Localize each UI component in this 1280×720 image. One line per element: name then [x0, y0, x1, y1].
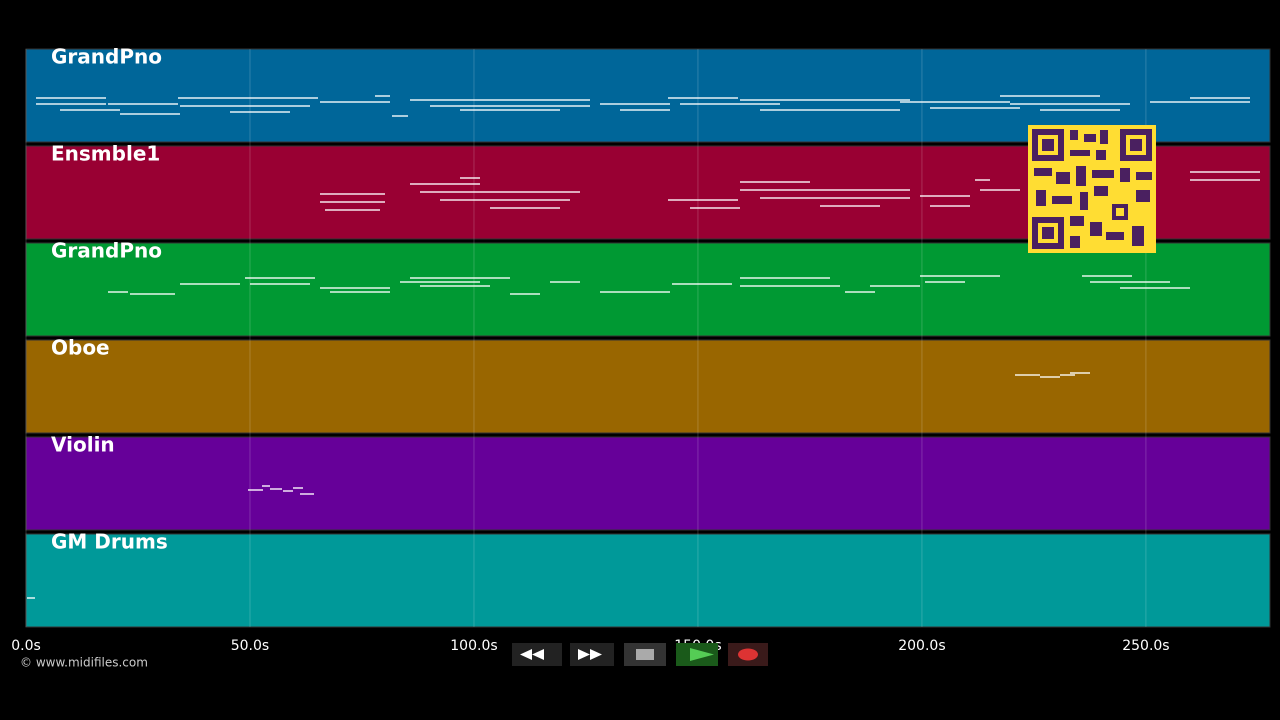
- tick-label: 50.0s: [231, 638, 269, 654]
- track-lane: [25, 242, 1271, 337]
- notes-track-3: [108, 275, 1190, 295]
- track-lane: [25, 436, 1271, 531]
- track-name: GrandPno: [51, 239, 162, 263]
- tick-label: 250.0s: [1122, 638, 1169, 654]
- transport: [512, 643, 768, 666]
- track-name: Oboe: [51, 336, 110, 360]
- qr-code: [1028, 125, 1156, 253]
- stop-button[interactable]: [624, 643, 666, 666]
- track-lane: [25, 339, 1271, 434]
- track-name: GrandPno: [51, 45, 162, 69]
- record-button[interactable]: [728, 643, 768, 666]
- notes-track-4: [1015, 372, 1090, 378]
- tick-label: 0.0s: [11, 638, 41, 654]
- track-name: Violin: [51, 433, 115, 457]
- play-button[interactable]: [676, 643, 718, 666]
- qr-modules: [1032, 129, 1152, 249]
- notes-track-5: [248, 485, 314, 495]
- track-name: Ensmble1: [51, 142, 160, 166]
- track-lane: [25, 533, 1271, 628]
- fast-forward-button[interactable]: [570, 643, 614, 666]
- track-name: GM Drums: [51, 530, 168, 554]
- tick-label: 200.0s: [898, 638, 945, 654]
- notes: [27, 95, 1260, 599]
- copyright: © www.midifiles.com: [20, 656, 148, 670]
- notes-track-1: [36, 95, 1250, 117]
- rewind-button[interactable]: [512, 643, 562, 666]
- grid: [25, 49, 1147, 627]
- notes-track-2: [320, 171, 1260, 211]
- tick-label: 100.0s: [450, 638, 497, 654]
